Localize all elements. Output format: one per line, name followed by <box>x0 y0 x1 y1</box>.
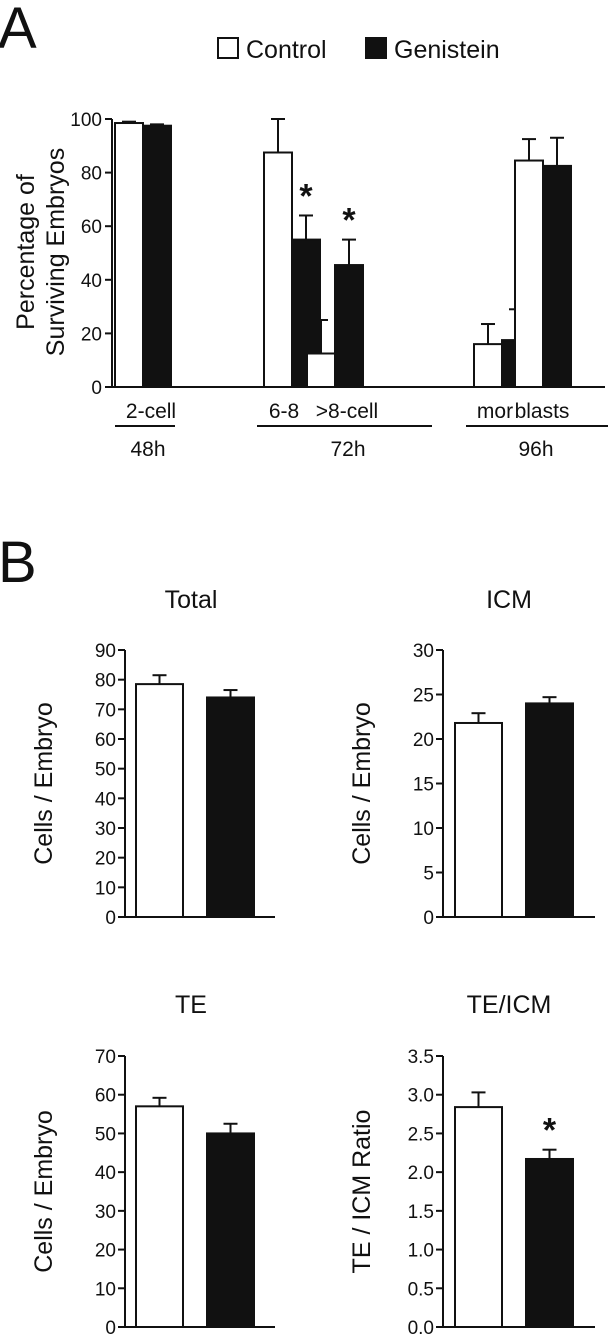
y-tick-label: 50 <box>95 1124 116 1145</box>
y-axis-label: Cells / Embryo <box>348 702 376 865</box>
y-tick-label: 0.5 <box>408 1279 434 1300</box>
y-axis-label-line2: Surviving Embryos <box>42 148 70 356</box>
y-tick-label: 5 <box>423 864 434 885</box>
legend: Control Genistein <box>217 36 500 64</box>
bar-2-cell-genistein <box>142 124 172 388</box>
y-tick-label: 20 <box>95 849 116 870</box>
category-label-6-8: 6-8 <box>269 400 299 423</box>
y-tick-label: 0.0 <box>408 1318 434 1336</box>
chart-title: Total <box>165 586 218 614</box>
y-tick-label: 20 <box>95 1241 116 1262</box>
bar-control <box>454 1106 503 1329</box>
y-tick-label: 0 <box>105 1318 116 1336</box>
significance-asterisk: * <box>543 1112 557 1150</box>
y-tick-label: 25 <box>413 686 434 707</box>
group-label-72h: 72h <box>330 438 365 461</box>
legend-label-control: Control <box>246 36 327 64</box>
y-tick-label: 20 <box>81 324 102 345</box>
y-tick-label: 10 <box>413 819 434 840</box>
category-label-blasts: blasts <box>515 400 570 423</box>
y-tick-label: 30 <box>413 641 434 662</box>
y-tick-label: 40 <box>81 271 102 292</box>
significance-asterisk: * <box>299 177 313 215</box>
chart-total: Total 0 10 20 30 40 50 60 70 80 90 Cells / Embryo <box>30 586 275 929</box>
y-tick-label: 15 <box>413 775 434 796</box>
y-tick-label: 2.0 <box>408 1163 434 1184</box>
y-tick-label: 0 <box>105 908 116 929</box>
group-label-48h: 48h <box>130 438 165 461</box>
bar-control <box>135 1105 184 1329</box>
chart-icm: ICM 0 5 10 15 20 25 30 Cells / Embryo <box>348 586 595 929</box>
category-label-2-cell: 2-cell <box>126 400 176 423</box>
bar-6-8-control <box>263 151 293 388</box>
y-tick-label: 0 <box>423 908 434 929</box>
y-tick-label: 1.0 <box>408 1241 434 1262</box>
y-tick-label: 60 <box>95 1086 116 1107</box>
y-tick-label: 1.5 <box>408 1202 434 1223</box>
y-tick-label: 3.5 <box>408 1047 434 1068</box>
y-tick-label: 80 <box>95 671 116 692</box>
legend-swatch-genistein <box>365 37 387 59</box>
y-axis-label: Cells / Embryo <box>30 702 58 865</box>
y-tick-label: 90 <box>95 641 116 662</box>
bar-8-cell-control <box>306 352 336 388</box>
bar-genistein <box>525 1157 574 1328</box>
y-tick-label: 60 <box>81 217 102 238</box>
y-tick-label: 40 <box>95 789 116 810</box>
chart-title: TE/ICM <box>467 991 552 1019</box>
panel-label-b: B <box>0 530 37 595</box>
y-tick-label: 2.5 <box>408 1124 434 1145</box>
chart-te-icm-ratio: TE/ICM 0.0 0.5 1.0 1.5 2.0 2.5 3.0 3.5 TE / ICM R… <box>348 991 595 1336</box>
y-tick-label: 70 <box>95 1047 116 1068</box>
category-label-mor: mor <box>477 400 513 423</box>
y-tick-label: 30 <box>95 1202 116 1223</box>
y-tick-label: 50 <box>95 760 116 781</box>
group-label-96h: 96h <box>518 438 553 461</box>
y-tick-label: 40 <box>95 1163 116 1184</box>
legend-label-genistein: Genistein <box>394 36 500 64</box>
bar-blasts-control <box>514 159 544 388</box>
y-tick-label: 10 <box>95 1279 116 1300</box>
chart-panel-a: 0 20 40 60 80 100 Percentage of Surviving Embry… <box>12 110 608 461</box>
y-tick-label: 0 <box>91 378 102 399</box>
y-axis-label-line1: Percentage of <box>12 174 40 330</box>
y-tick-label: 70 <box>95 700 116 721</box>
chart-title: ICM <box>486 586 532 614</box>
bar-genistein <box>206 696 255 919</box>
bar-control <box>135 683 184 918</box>
y-tick-label: 80 <box>81 164 102 185</box>
chart-title: TE <box>175 991 207 1019</box>
y-axis-label: Cells / Embryo <box>30 1110 58 1273</box>
significance-asterisk: * <box>342 202 356 240</box>
legend-swatch-control <box>217 37 239 59</box>
y-tick-label: 60 <box>95 730 116 751</box>
bar-genistein <box>206 1132 255 1329</box>
bar-blasts-genistein <box>542 164 572 388</box>
y-tick-label: 10 <box>95 878 116 899</box>
bar-8-cell-genistein <box>334 264 364 388</box>
bar-control <box>454 721 503 918</box>
bar-genistein <box>525 702 574 919</box>
bar-mor-control <box>473 343 503 388</box>
chart-te: TE 0 10 20 30 40 50 60 70 Cells / Embryo <box>30 991 275 1336</box>
bar-2-cell-control <box>114 122 144 389</box>
y-tick-label: 30 <box>95 819 116 840</box>
y-axis-label: TE / ICM Ratio <box>348 1110 376 1274</box>
y-tick-label: 100 <box>70 110 102 131</box>
y-tick-label: 3.0 <box>408 1086 434 1107</box>
y-tick-label: 20 <box>413 730 434 751</box>
panel-label-a: A <box>0 0 37 61</box>
category-label-8-cell: >8-cell <box>316 400 378 423</box>
